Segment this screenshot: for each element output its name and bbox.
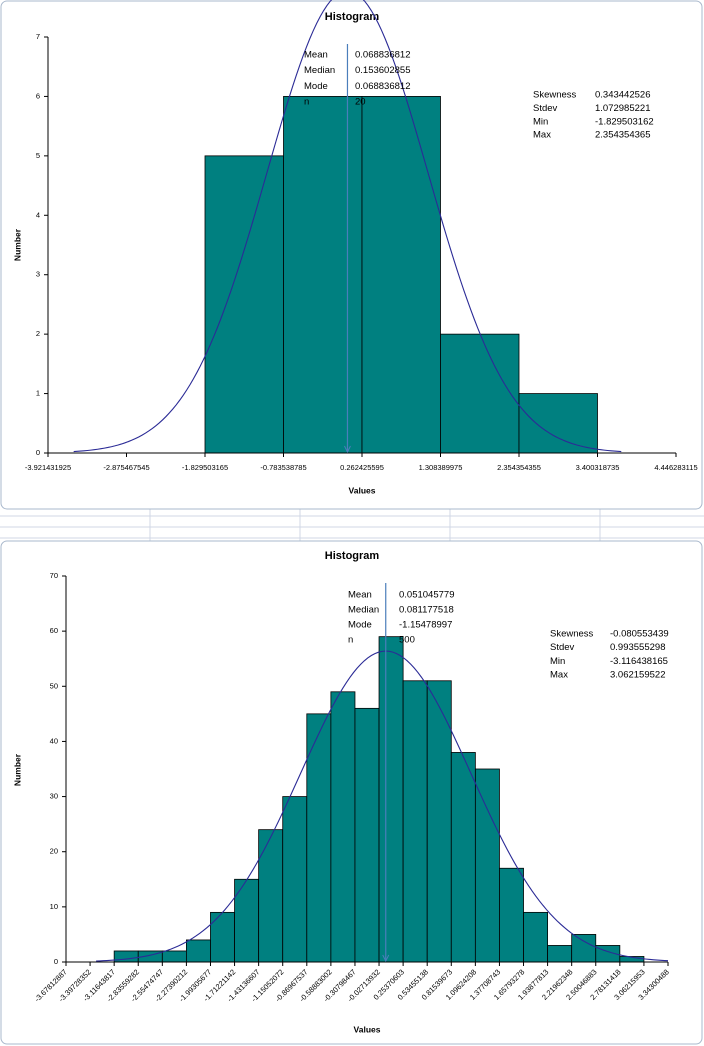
bar <box>378 636 404 963</box>
stat-value: 0.068836812 <box>355 81 410 92</box>
stat-value: 3.062159522 <box>610 670 665 681</box>
y-tick-label: 5 <box>36 151 40 160</box>
sheet-background <box>0 508 704 544</box>
stat-label: Max <box>533 130 551 141</box>
stat-value: -1.829503162 <box>595 116 654 127</box>
x-tick-label: 2.354354355 <box>497 463 541 472</box>
bar <box>426 680 452 963</box>
bar <box>234 878 260 963</box>
stat-label: Median <box>348 605 379 616</box>
y-tick-label: 0 <box>54 957 58 966</box>
bar <box>523 911 549 963</box>
stat-label: Mean <box>304 50 328 61</box>
normal-curve <box>96 650 669 962</box>
y-tick-label: 20 <box>50 847 58 856</box>
x-tick-label: 1.308389975 <box>419 463 463 472</box>
bar <box>283 96 363 454</box>
y-axis-label: Number <box>12 753 22 786</box>
bar <box>499 867 524 963</box>
stat-label: Mode <box>348 620 372 631</box>
bar <box>113 950 139 963</box>
stat-value: 0.081177518 <box>399 605 454 616</box>
stat-value: 2.354354365 <box>595 130 650 141</box>
stat-value: 0.343442526 <box>595 90 650 101</box>
stat-value: 0.153602855 <box>355 65 410 76</box>
bar <box>185 939 211 963</box>
x-tick-label: 0.262425595 <box>340 463 384 472</box>
stat-label: Skewness <box>550 629 594 640</box>
stat-label: Mean <box>348 590 372 601</box>
stat-value: 0.051045779 <box>399 590 454 601</box>
bar <box>518 393 598 454</box>
bar <box>547 945 573 963</box>
y-tick-label: 4 <box>36 210 40 219</box>
bar <box>440 333 520 454</box>
y-tick-label: 50 <box>50 681 58 690</box>
bar <box>204 155 284 454</box>
stat-label: Stdev <box>550 642 575 653</box>
mean-arrow <box>382 954 390 963</box>
x-tick-label: -2.875467545 <box>103 463 149 472</box>
stat-value: 20 <box>355 97 366 108</box>
y-tick-label: 40 <box>50 736 58 745</box>
stat-value: 500 <box>399 635 415 646</box>
bar <box>361 96 441 454</box>
y-tick-label: 10 <box>50 902 58 911</box>
x-tick-label: 4.446283115 <box>654 463 697 472</box>
y-tick-label: 7 <box>36 32 40 41</box>
mean-arrow <box>344 445 351 454</box>
y-tick-label: 30 <box>50 792 58 801</box>
stat-value: 0.993555298 <box>610 642 665 653</box>
bar <box>210 911 235 963</box>
y-tick-label: 1 <box>36 389 40 398</box>
stat-label: Min <box>550 656 565 667</box>
y-axis-label: Number <box>12 228 22 261</box>
y-tick-label: 6 <box>36 91 40 100</box>
bar <box>258 829 284 963</box>
stat-label: Max <box>550 670 568 681</box>
x-axis-label: Values <box>354 1024 381 1034</box>
stat-label: Mode <box>304 81 328 92</box>
y-tick-label: 60 <box>50 626 58 635</box>
x-tick-label: -3.921431925 <box>25 463 71 472</box>
stat-label: Skewness <box>533 90 577 101</box>
bar <box>161 950 187 963</box>
stat-value: 0.068836812 <box>355 50 410 61</box>
stat-label: Min <box>533 116 548 127</box>
bar <box>571 934 597 963</box>
y-tick-label: 70 <box>50 571 58 580</box>
bar <box>474 768 500 963</box>
x-tick-label: -0.783538785 <box>260 463 306 472</box>
stat-value: 1.072985221 <box>595 103 650 114</box>
stat-label: Median <box>304 65 335 76</box>
bar <box>354 707 380 963</box>
bar <box>402 680 428 963</box>
x-tick-label: -1.829503165 <box>182 463 228 472</box>
normal-curve <box>73 0 622 453</box>
y-tick-label: 2 <box>36 329 40 338</box>
stat-label: Stdev <box>533 103 558 114</box>
chart-title: Histogram <box>325 550 380 562</box>
x-axis-label: Values <box>349 485 376 495</box>
stat-value: -1.15478997 <box>399 620 452 631</box>
bar <box>282 796 308 963</box>
stat-value: -0.080553439 <box>610 629 669 640</box>
y-tick-label: 0 <box>36 448 40 457</box>
x-tick-label: 3.400318735 <box>576 463 620 472</box>
bar <box>450 752 476 963</box>
stat-value: -3.116438165 <box>610 656 668 667</box>
stat-label: n <box>348 635 353 646</box>
y-tick-label: 3 <box>36 270 40 279</box>
bar <box>330 691 356 963</box>
chart-title: Histogram <box>325 11 380 23</box>
stat-label: n <box>304 97 309 108</box>
